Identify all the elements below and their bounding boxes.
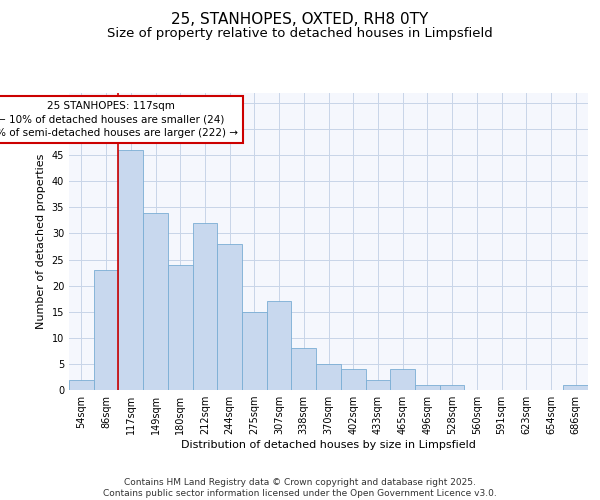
Y-axis label: Number of detached properties: Number of detached properties: [36, 154, 46, 329]
Bar: [193, 223, 217, 390]
Bar: [365, 380, 390, 390]
X-axis label: Distribution of detached houses by size in Limpsfield: Distribution of detached houses by size …: [181, 440, 476, 450]
Bar: [267, 302, 292, 390]
Bar: [440, 385, 464, 390]
Bar: [341, 369, 365, 390]
Bar: [143, 212, 168, 390]
Bar: [292, 348, 316, 390]
Bar: [168, 264, 193, 390]
Bar: [316, 364, 341, 390]
Text: Contains HM Land Registry data © Crown copyright and database right 2025.
Contai: Contains HM Land Registry data © Crown c…: [103, 478, 497, 498]
Bar: [390, 369, 415, 390]
Text: 25 STANHOPES: 117sqm
← 10% of detached houses are smaller (24)
90% of semi-detac: 25 STANHOPES: 117sqm ← 10% of detached h…: [0, 102, 238, 138]
Bar: [118, 150, 143, 390]
Bar: [69, 380, 94, 390]
Bar: [217, 244, 242, 390]
Bar: [563, 385, 588, 390]
Bar: [94, 270, 118, 390]
Bar: [242, 312, 267, 390]
Bar: [415, 385, 440, 390]
Text: Size of property relative to detached houses in Limpsfield: Size of property relative to detached ho…: [107, 28, 493, 40]
Text: 25, STANHOPES, OXTED, RH8 0TY: 25, STANHOPES, OXTED, RH8 0TY: [172, 12, 428, 28]
